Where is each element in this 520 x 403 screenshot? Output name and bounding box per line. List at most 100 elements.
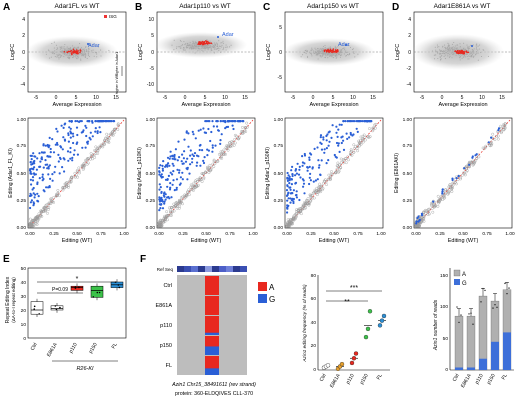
panel-title: Adar1FL vs WT xyxy=(55,3,100,10)
gene-point xyxy=(446,48,448,50)
isg-point xyxy=(79,50,82,52)
gene-point xyxy=(455,48,458,50)
isg-point xyxy=(336,51,339,53)
isg-point xyxy=(201,40,204,43)
site-point xyxy=(163,215,167,219)
edited-site-point xyxy=(359,120,362,123)
edited-site-point xyxy=(178,171,181,174)
site-point xyxy=(335,164,339,168)
site-point xyxy=(163,214,167,218)
gene-point xyxy=(84,52,87,55)
site-point xyxy=(341,161,345,165)
site-point xyxy=(47,205,51,209)
gene-point xyxy=(208,44,210,46)
gene-point xyxy=(219,45,221,47)
bar-g xyxy=(467,367,475,370)
edited-site-point xyxy=(88,120,91,123)
edited-site-point xyxy=(455,177,458,180)
site-point xyxy=(70,175,74,179)
legend-a-swatch xyxy=(258,282,267,291)
gene-point xyxy=(222,42,225,44)
edited-site-point xyxy=(30,172,33,175)
edited-site-point xyxy=(30,163,33,166)
y-tick: 0.50 xyxy=(403,171,413,177)
gene-point xyxy=(201,47,203,49)
edited-site-point xyxy=(32,186,35,190)
site-point xyxy=(50,197,53,201)
gene-point xyxy=(184,44,186,46)
isg-point xyxy=(455,51,458,54)
gene-point xyxy=(199,49,201,51)
isg-point xyxy=(73,50,76,52)
edited-site-point xyxy=(294,182,297,185)
site-point xyxy=(295,208,298,212)
gene-point xyxy=(212,46,214,48)
gene-point xyxy=(61,51,63,53)
x-tick: 10 xyxy=(479,95,485,101)
gene-point xyxy=(349,53,351,55)
gene-point xyxy=(463,55,466,57)
gene-point xyxy=(456,47,458,49)
y-tick: 0 xyxy=(22,50,25,56)
gene-point xyxy=(100,49,102,51)
edited-site-point xyxy=(306,166,309,169)
site-point xyxy=(56,191,60,195)
gene-point xyxy=(223,46,225,48)
x-tick: 10 xyxy=(350,95,356,101)
sig-label: * xyxy=(76,276,79,283)
x-tick: 1.00 xyxy=(248,231,258,237)
site-point xyxy=(78,171,81,175)
gene-point xyxy=(339,49,341,51)
edited-site-point xyxy=(29,206,32,210)
gene-point xyxy=(468,58,470,60)
gene-point xyxy=(207,49,209,51)
site-point xyxy=(319,190,323,194)
x-tick: 10 xyxy=(222,95,228,101)
edited-site-point xyxy=(325,147,328,150)
gene-point xyxy=(470,55,472,57)
site-point xyxy=(245,121,249,125)
edited-site-point xyxy=(158,171,161,174)
gene-point xyxy=(457,44,459,46)
site-point xyxy=(453,180,457,184)
gene-point xyxy=(225,46,227,48)
replicate-point xyxy=(325,363,331,368)
gene-point xyxy=(49,57,51,59)
gene-point xyxy=(62,47,64,49)
site-point xyxy=(503,122,507,125)
site-point xyxy=(179,199,183,203)
site-point xyxy=(481,146,485,150)
edited-site-point xyxy=(29,168,32,171)
box-point xyxy=(55,308,58,311)
gene-point xyxy=(189,46,191,48)
site-point xyxy=(305,199,308,202)
edited-site-point xyxy=(183,150,186,153)
gene-point xyxy=(347,54,349,56)
isg-point xyxy=(461,50,464,52)
edited-site-point xyxy=(451,178,454,182)
site-point xyxy=(450,186,454,190)
isg-point xyxy=(72,51,75,54)
replicate-point xyxy=(367,309,373,314)
gene-point xyxy=(447,44,449,47)
edited-site-point xyxy=(336,135,339,138)
site-point xyxy=(320,188,324,192)
gene-point xyxy=(81,54,84,56)
site-point xyxy=(77,169,81,173)
edited-site-point xyxy=(323,151,326,154)
gene-point xyxy=(220,42,222,44)
edited-site-point xyxy=(42,166,45,169)
edited-site-point xyxy=(193,152,197,155)
gene-point xyxy=(217,48,219,50)
gene-point xyxy=(328,54,330,56)
panel-e-boxplot: E Repeat Editing Index (ΔA-to-I repeat e… xyxy=(3,254,127,372)
edited-site-point xyxy=(286,207,289,210)
site-point xyxy=(219,155,223,159)
edited-site-point xyxy=(42,151,45,154)
site-point xyxy=(325,183,328,187)
edited-site-point xyxy=(295,172,298,175)
edited-site-point xyxy=(94,130,97,133)
x-axis-label: Average Expression xyxy=(52,102,101,108)
edited-site-point xyxy=(220,133,223,136)
panel-c-ma: C Adar1p150 vs WT Adar LogFC 5 0 -5 -5 0… xyxy=(263,2,384,108)
